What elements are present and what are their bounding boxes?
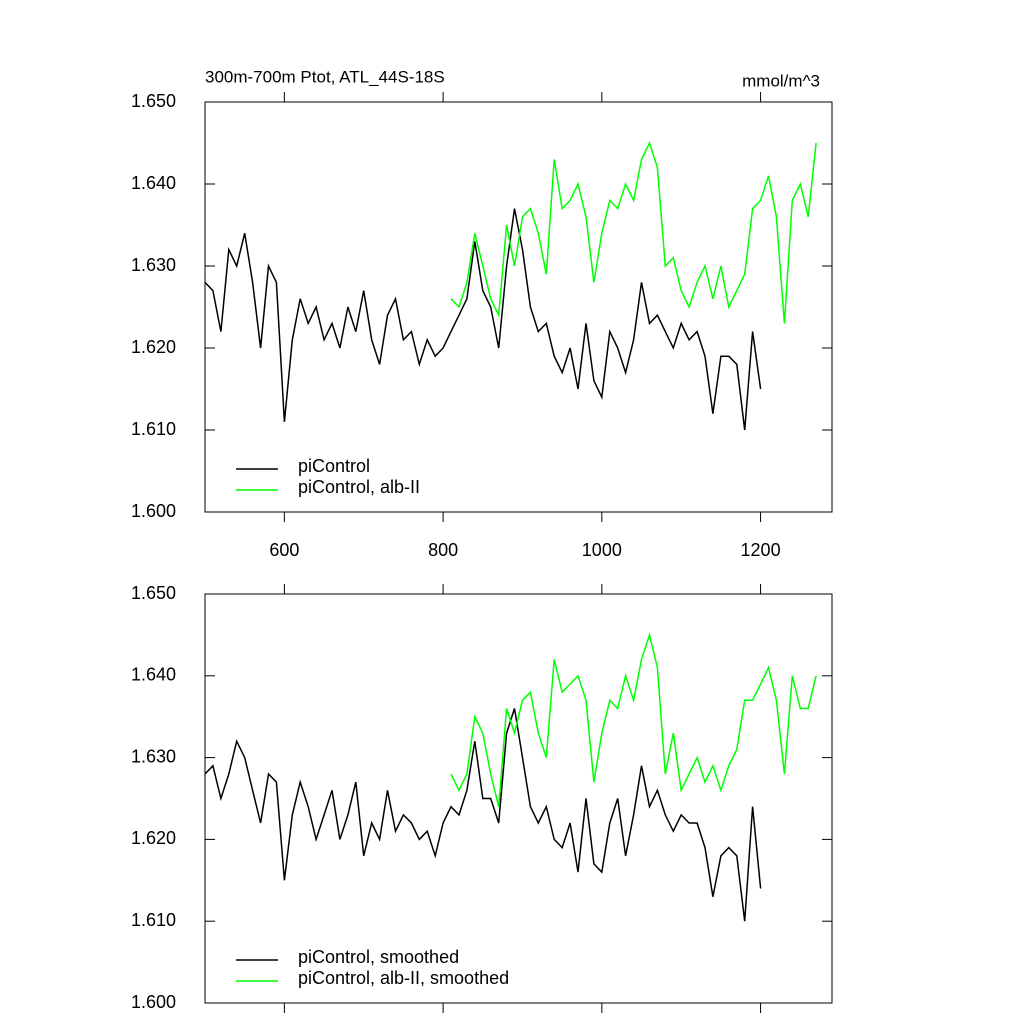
x-tick-label: 1000	[582, 540, 622, 560]
x-tick-label: 800	[428, 540, 458, 560]
data-line	[204, 208, 762, 431]
y-tick-label: 1.640	[131, 173, 176, 193]
y-tick-label: 1.610	[131, 910, 176, 930]
data-line	[450, 632, 817, 807]
y-tick-label: 1.600	[131, 992, 176, 1012]
y-tick-label: 1.620	[131, 337, 176, 357]
y-tick-label: 1.650	[131, 91, 176, 111]
data-line	[204, 708, 762, 922]
y-tick-label: 1.630	[131, 746, 176, 766]
chart-title: 300m-700m Ptot, ATL_44S-18S	[205, 67, 445, 86]
data-line	[450, 140, 817, 324]
y-tick-label: 1.600	[131, 501, 176, 521]
units-label: mmol/m^3	[742, 71, 820, 90]
plot-frame	[204, 593, 833, 1004]
y-tick-label: 1.640	[131, 665, 176, 685]
y-tick-label: 1.620	[131, 828, 176, 848]
legend-label: piControl, alb-II, smoothed	[298, 968, 509, 988]
y-tick-label: 1.630	[131, 255, 176, 275]
legend-label: piControl, alb-II	[298, 477, 420, 497]
plot-frame	[204, 101, 833, 513]
x-tick-label: 1200	[741, 540, 781, 560]
y-tick-label: 1.610	[131, 419, 176, 439]
legend-label: piControl, smoothed	[298, 947, 459, 967]
y-tick-label: 1.650	[131, 583, 176, 603]
legend-label: piControl	[298, 456, 370, 476]
x-tick-label: 600	[269, 540, 299, 560]
